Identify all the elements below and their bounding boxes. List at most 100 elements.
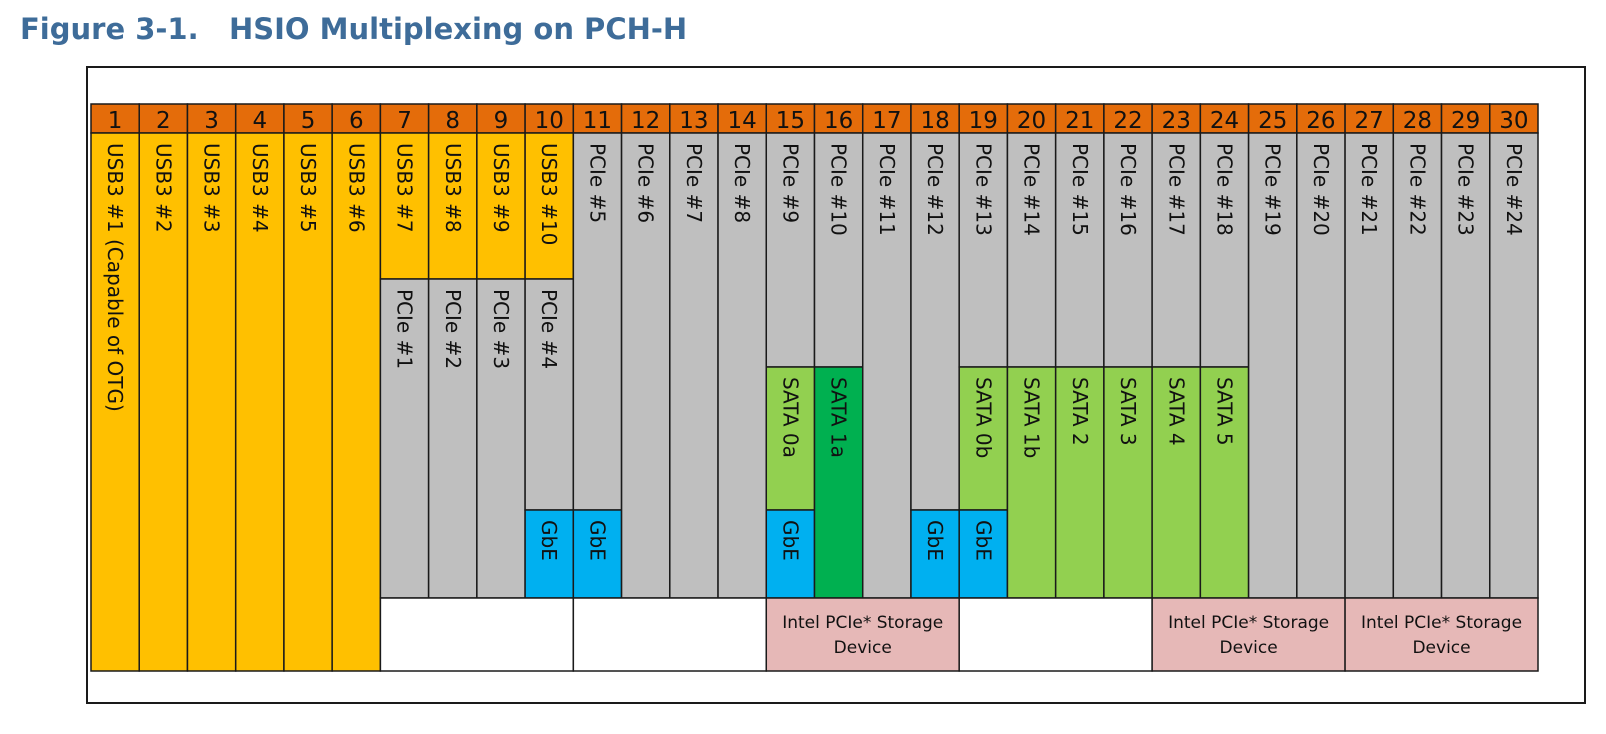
block-sata_light-lane-20 xyxy=(1006,366,1057,599)
lane-number-29: 29 xyxy=(1451,108,1480,134)
storage-device-block xyxy=(1344,597,1539,672)
lane-number-3: 3 xyxy=(204,108,219,134)
lane-header-cell-1 xyxy=(90,103,140,134)
block-usb3-lane-7 xyxy=(379,132,430,280)
label-pcie-23: PCIe #23 xyxy=(1454,143,1478,236)
label-pcie-9: PCIe #9 xyxy=(778,143,802,223)
lane-header-cell-24 xyxy=(1199,103,1250,134)
label-pcie-15: PCIe #15 xyxy=(1068,143,1092,236)
block-pcie-lane-10 xyxy=(524,278,575,511)
label-gbe: GbE xyxy=(971,520,995,561)
lane-number-5: 5 xyxy=(301,108,316,134)
block-pcie-lane-9 xyxy=(476,278,526,599)
lane-number-8: 8 xyxy=(445,108,460,134)
lane-header-cell-15 xyxy=(765,103,816,134)
label-pcie-13: PCIe #13 xyxy=(971,143,995,236)
label-pcie-8: PCIe #8 xyxy=(730,143,754,223)
label-sata-4: SATA 4 xyxy=(1164,377,1188,446)
lane-number-1: 1 xyxy=(108,108,123,134)
label-pcie-10: PCIe #10 xyxy=(827,143,851,236)
label-gbe: GbE xyxy=(537,520,561,561)
lane-number-20: 20 xyxy=(1017,108,1046,134)
lane-number-28: 28 xyxy=(1403,108,1432,134)
label-usb3-5: USB3 #5 xyxy=(296,143,320,233)
lane-number-30: 30 xyxy=(1499,108,1528,134)
lane-number-26: 26 xyxy=(1306,108,1335,134)
block-usb3-lane-1 xyxy=(90,132,140,672)
block-usb3-lane-4 xyxy=(234,132,285,672)
label-pcie-17: PCIe #17 xyxy=(1164,143,1188,236)
label-pcie-18: PCIe #18 xyxy=(1212,143,1236,236)
lane-number-14: 14 xyxy=(728,108,757,134)
block-pcie-lane-14 xyxy=(717,132,768,599)
label-usb3-2: USB3 #2 xyxy=(151,143,175,233)
lane-header-cell-11 xyxy=(572,103,623,134)
block-sata_light-lane-23 xyxy=(1151,366,1202,599)
label-sata-0b: SATA 0b xyxy=(971,377,995,458)
empty-block xyxy=(572,597,768,672)
lane-header-cell-18 xyxy=(910,103,960,134)
block-pcie-lane-30 xyxy=(1489,132,1539,599)
label-usb3-7: USB3 #7 xyxy=(393,143,417,233)
lane-number-9: 9 xyxy=(494,108,509,134)
lane-number-4: 4 xyxy=(252,108,267,134)
lane-header-cell-7 xyxy=(379,103,430,134)
label-usb3-8: USB3 #8 xyxy=(441,143,465,233)
block-pcie-lane-15 xyxy=(765,132,816,368)
block-usb3-lane-5 xyxy=(283,132,333,672)
lane-number-15: 15 xyxy=(776,108,805,134)
storage-label-line: Intel PCIe* Storage xyxy=(1168,613,1329,633)
lane-number-19: 19 xyxy=(969,108,998,134)
label-sata-1b: SATA 1b xyxy=(1020,377,1044,458)
block-gbe-lane-19 xyxy=(958,509,1009,599)
block-pcie-lane-11 xyxy=(572,132,623,511)
block-pcie-lane-26 xyxy=(1296,132,1346,599)
lane-number-23: 23 xyxy=(1162,108,1191,134)
storage-label-line: Device xyxy=(1220,638,1278,658)
storage-label-line: Intel PCIe* Storage xyxy=(1361,613,1522,633)
lane-header-cell-12 xyxy=(620,103,671,134)
label-usb3-3: USB3 #3 xyxy=(200,143,224,233)
lane-number-6: 6 xyxy=(349,108,364,134)
lane-number-13: 13 xyxy=(679,108,708,134)
figure-caption: HSIO Multiplexing on PCH-H xyxy=(228,12,688,46)
storage-device-block xyxy=(1151,597,1346,672)
label-pcie-22: PCIe #22 xyxy=(1405,143,1429,236)
lane-number-21: 21 xyxy=(1065,108,1094,134)
label-usb3-10: USB3 #10 xyxy=(537,143,561,245)
block-sata_light-lane-24 xyxy=(1199,366,1250,599)
block-usb3-lane-2 xyxy=(138,132,189,672)
label-pcie-5: PCIe #5 xyxy=(585,143,609,223)
label-pcie-3: PCIe #3 xyxy=(489,289,513,369)
block-sata_light-lane-22 xyxy=(1103,366,1153,599)
block-usb3-lane-8 xyxy=(427,132,478,280)
block-usb3-lane-9 xyxy=(476,132,526,280)
label-gbe: GbE xyxy=(923,520,947,561)
empty-block xyxy=(958,597,1153,672)
lane-number-11: 11 xyxy=(583,108,612,134)
label-pcie-20: PCIe #20 xyxy=(1309,143,1333,236)
block-pcie-lane-23 xyxy=(1151,132,1202,368)
block-pcie-lane-25 xyxy=(1247,132,1298,599)
label-pcie-2: PCIe #2 xyxy=(441,289,465,369)
label-pcie-4: PCIe #4 xyxy=(537,289,561,369)
label-pcie-24: PCIe #24 xyxy=(1502,143,1526,236)
figure-title: Figure 3-1. HSIO Multiplexing on PCH-H xyxy=(20,12,687,46)
label-sata-3: SATA 3 xyxy=(1116,377,1140,446)
label-pcie-6: PCIe #6 xyxy=(634,143,658,223)
label-pcie-7: PCIe #7 xyxy=(682,143,706,223)
lane-header-cell-26 xyxy=(1296,103,1346,134)
block-pcie-lane-12 xyxy=(620,132,671,599)
lane-header-cell-3 xyxy=(186,103,237,134)
lane-number-7: 7 xyxy=(397,108,412,134)
label-sata-5: SATA 5 xyxy=(1212,377,1236,446)
storage-label-line: Intel PCIe* Storage xyxy=(782,613,943,633)
block-pcie-lane-20 xyxy=(1006,132,1057,368)
storage-label-line: Device xyxy=(1412,638,1470,658)
label-pcie-11: PCIe #11 xyxy=(875,143,899,236)
block-pcie-lane-17 xyxy=(861,132,912,599)
storage-label-line: Device xyxy=(834,638,892,658)
empty-block xyxy=(379,597,575,672)
label-sata-1a: SATA 1a xyxy=(827,377,851,458)
block-pcie-lane-29 xyxy=(1440,132,1491,599)
